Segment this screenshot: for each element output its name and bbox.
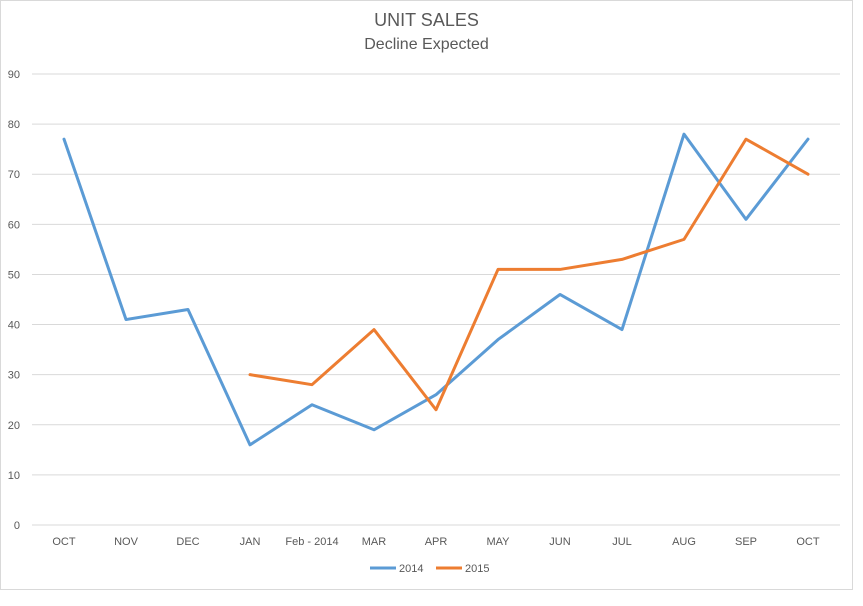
y-tick-label: 50: [8, 269, 20, 281]
data-point: [63, 138, 65, 140]
data-point: [311, 384, 313, 386]
data-point: [187, 309, 189, 311]
x-tick-label: OCT: [52, 536, 76, 548]
series-2015: [248, 137, 810, 412]
data-point: [373, 429, 375, 431]
y-tick-label: 30: [8, 370, 20, 382]
legend: 2014 2015: [370, 563, 489, 575]
legend-item-2015: 2015: [436, 563, 489, 575]
y-tick-label: 80: [8, 119, 20, 131]
chart-title: UNIT SALES: [374, 10, 479, 30]
data-point: [497, 339, 499, 341]
x-tick-label: MAY: [486, 536, 510, 548]
data-point: [745, 138, 747, 140]
data-point: [745, 218, 747, 220]
y-tick-label: 60: [8, 219, 20, 231]
legend-item-2014: 2014: [370, 563, 423, 575]
data-point: [683, 133, 685, 135]
y-axis-ticks: 0 10 20 30 40 50 60 70 80 90: [8, 69, 20, 532]
data-point: [621, 329, 623, 331]
data-point: [559, 293, 561, 295]
chart-frame: [0, 0, 853, 590]
x-axis-ticks: OCT NOV DEC JAN Feb - 2014 MAR APR MAY JUN JUL AUG…: [52, 536, 820, 548]
data-point: [807, 138, 809, 140]
legend-label: 2015: [465, 563, 489, 575]
data-point: [621, 258, 623, 260]
series-lines: [62, 132, 810, 447]
chart-subtitle: Decline Expected: [364, 36, 489, 53]
x-tick-label: OCT: [796, 536, 820, 548]
gridlines: [32, 73, 840, 526]
y-tick-label: 70: [8, 169, 20, 181]
data-point: [311, 404, 313, 406]
data-point: [435, 394, 437, 396]
x-tick-label: JUN: [549, 536, 570, 548]
y-tick-label: 10: [8, 470, 20, 482]
data-point: [249, 374, 251, 376]
x-tick-label: SEP: [735, 536, 757, 548]
x-tick-label: JUL: [612, 536, 632, 548]
x-tick-label: AUG: [672, 536, 696, 548]
data-point: [125, 319, 127, 321]
y-tick-label: 40: [8, 320, 20, 332]
data-point: [249, 444, 251, 446]
data-point: [683, 238, 685, 240]
data-point: [807, 173, 809, 175]
y-tick-label: 20: [8, 420, 20, 432]
series-2014: [62, 132, 810, 447]
x-tick-label: MAR: [362, 536, 387, 548]
data-point: [435, 409, 437, 411]
series-line-2015: [248, 137, 810, 412]
data-point: [497, 268, 499, 270]
y-tick-label: 0: [14, 520, 20, 532]
data-point: [373, 329, 375, 331]
line-chart: 0 10 20 30 40 50 60 70 80 90 OCT NOV DEC JAN Feb - 20…: [8, 69, 840, 575]
data-point: [559, 268, 561, 270]
x-tick-label: APR: [425, 536, 448, 548]
y-tick-label: 90: [8, 69, 20, 81]
x-tick-label: JAN: [240, 536, 261, 548]
series-line-2014: [62, 132, 810, 447]
x-tick-label: DEC: [176, 536, 199, 548]
x-tick-label: Feb - 2014: [285, 536, 338, 548]
x-tick-label: NOV: [114, 536, 139, 548]
legend-label: 2014: [399, 563, 423, 575]
